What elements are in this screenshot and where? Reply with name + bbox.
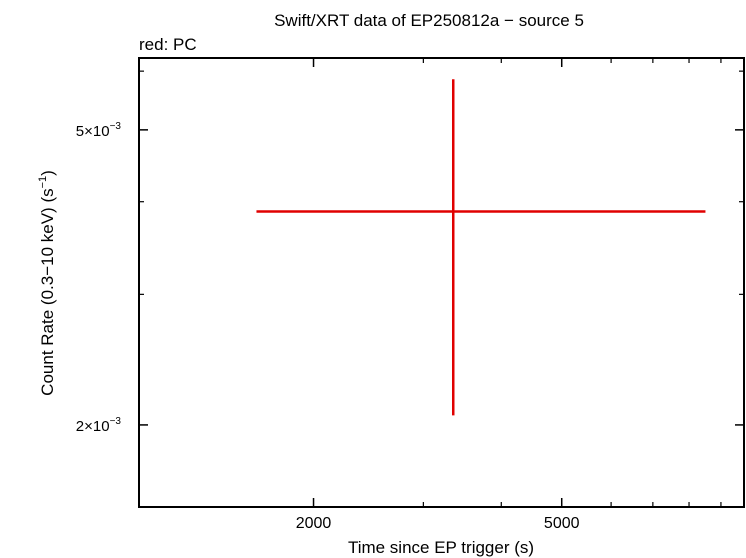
y-axis-label-exponent: −1 <box>37 176 49 189</box>
y-tick-label: 5×10−3 <box>76 121 122 140</box>
y-axis-label: Count Rate (0.3−10 keV) (s−1) <box>37 170 57 396</box>
x-tick-label: 2000 <box>296 515 332 532</box>
x-axis-label: Time since EP trigger (s) <box>348 538 534 557</box>
y-axis: 5×10−32×10−3 <box>76 70 744 435</box>
chart-title: Swift/XRT data of EP250812a − source 5 <box>274 11 584 30</box>
y-tick-mantissa: 5×10 <box>76 123 110 140</box>
data-series <box>256 79 706 416</box>
plot-frame <box>138 57 745 508</box>
y-tick-mantissa: 2×10 <box>76 418 110 435</box>
x-tick-label: 5000 <box>544 515 580 532</box>
y-tick-exponent: −3 <box>110 416 122 427</box>
y-tick-label: 2×10−3 <box>76 416 122 435</box>
y-axis-label-close: ) <box>38 170 57 176</box>
y-axis-label-main: Count Rate (0.3−10 keV) (s <box>38 188 57 395</box>
x-axis: 2000 5000 <box>296 58 722 532</box>
y-tick-exponent: −3 <box>110 121 122 132</box>
chart-subtitle: red: PC <box>139 35 197 54</box>
